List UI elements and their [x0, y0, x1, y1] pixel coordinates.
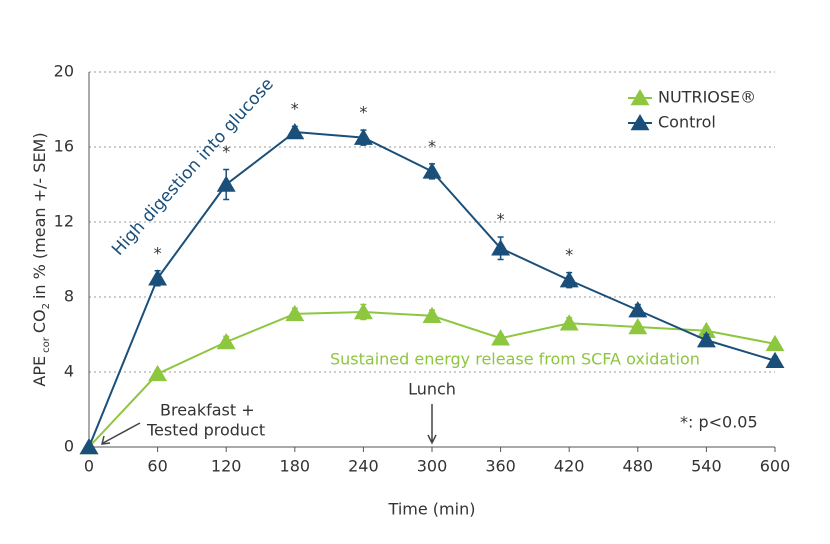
y-title-part: CO [30, 309, 49, 333]
significance-mark: * [497, 210, 505, 229]
marker [765, 334, 785, 352]
annotation: High digestion into glucose [108, 74, 278, 259]
marker [79, 438, 99, 455]
event-label: Breakfast + [160, 401, 255, 420]
marker [696, 331, 716, 348]
y-title-part: cor [41, 336, 52, 353]
event-label: Lunch [408, 380, 456, 399]
significance-mark: * [222, 142, 230, 161]
marker [353, 128, 373, 145]
marker [696, 321, 716, 338]
marker [216, 175, 236, 192]
marker [148, 269, 168, 286]
legend-marker [630, 89, 650, 106]
event-arrow [101, 422, 141, 445]
x-axis-title: Time (min) [388, 500, 476, 519]
marker [491, 239, 511, 256]
x-tick-label: 540 [691, 457, 722, 476]
significance-mark: * [291, 99, 299, 118]
x-tick-label: 600 [760, 457, 791, 476]
marker [491, 329, 511, 346]
y-tick-label: 0 [64, 437, 74, 456]
x-tick-label: 0 [84, 457, 94, 476]
legend-label: NUTRIOSE® [658, 88, 756, 107]
y-title-part: APE [30, 356, 49, 387]
significance-note: *: p<0.05 [680, 413, 758, 432]
event-label: Tested product [146, 421, 265, 440]
y-title-part: 2 [41, 303, 52, 309]
x-tick-label: 180 [280, 457, 311, 476]
marker [765, 351, 785, 368]
annotation: Sustained energy release from SCFA oxida… [330, 350, 700, 369]
significance-mark: * [154, 243, 162, 262]
marker [216, 333, 236, 350]
y-tick-label: 16 [54, 137, 74, 156]
marker [628, 318, 648, 335]
marker [559, 314, 579, 331]
legend-label: Control [658, 113, 716, 132]
marker [285, 123, 305, 140]
marker [628, 301, 648, 318]
y-title-part: in % (mean +/- SEM) [30, 132, 49, 299]
marker [422, 306, 442, 323]
significance-mark: * [565, 245, 573, 264]
y-axis-title: APE cor CO2 in % (mean +/- SEM) [30, 132, 52, 386]
significance-mark: * [428, 136, 436, 155]
y-tick-label: 4 [64, 362, 74, 381]
x-tick-label: 60 [147, 457, 167, 476]
marker [148, 364, 168, 382]
legend-marker [630, 114, 650, 131]
marker [559, 271, 579, 288]
y-tick-label: 20 [54, 62, 74, 81]
marker [285, 304, 305, 322]
x-tick-label: 480 [623, 457, 654, 476]
x-tick-label: 120 [211, 457, 242, 476]
significance-mark: * [359, 103, 367, 122]
y-tick-label: 8 [64, 287, 74, 306]
x-tick-label: 360 [485, 457, 516, 476]
marker [353, 303, 373, 320]
marker [422, 162, 442, 179]
y-tick-label: 12 [54, 212, 74, 231]
event-arrow [427, 404, 437, 445]
x-tick-label: 420 [554, 457, 585, 476]
x-tick-label: 300 [417, 457, 448, 476]
x-tick-label: 240 [348, 457, 379, 476]
